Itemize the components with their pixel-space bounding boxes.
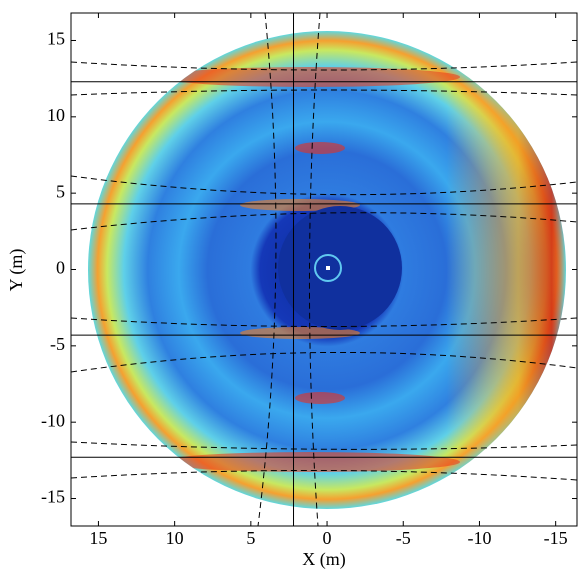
x-tick-label: -15	[544, 528, 568, 548]
band	[160, 452, 460, 472]
x-tick-label: 0	[323, 528, 332, 548]
y-tick-label: 0	[56, 258, 65, 278]
highlights	[88, 31, 566, 509]
y-tick-label: -10	[41, 410, 65, 430]
y-tick-label: -15	[41, 487, 65, 507]
band	[160, 67, 460, 87]
x-axis-label: X (m)	[302, 549, 346, 570]
x-tick-label: 5	[246, 528, 255, 548]
y-tick-label: 5	[56, 181, 65, 201]
y-tick-label: -5	[50, 334, 65, 354]
band	[295, 392, 345, 404]
band	[295, 142, 345, 154]
intensity-image	[71, 13, 577, 526]
x-tick-label: -5	[396, 528, 411, 548]
origin-dot	[326, 266, 330, 270]
chart: X (m) Y (m) 15 10 5 0 -5 -10 -15 -15 -10 -5 0 5 10 15	[0, 0, 578, 574]
y-tick-label: 15	[47, 29, 65, 49]
x-tick-label: 15	[89, 528, 107, 548]
y-axis-label: Y (m)	[6, 249, 27, 292]
y-tick-label: 10	[47, 105, 65, 125]
x-tick-label: -10	[467, 528, 491, 548]
x-tick-label: 10	[166, 528, 184, 548]
